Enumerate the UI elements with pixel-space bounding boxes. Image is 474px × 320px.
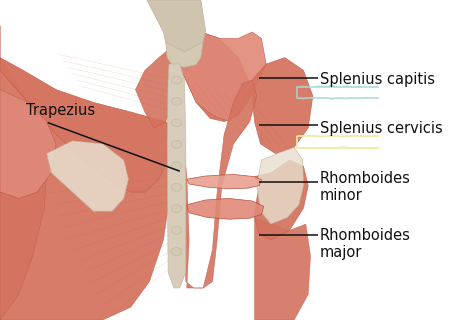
Polygon shape	[47, 141, 128, 211]
Polygon shape	[257, 147, 303, 224]
Polygon shape	[176, 32, 250, 122]
Text: Rhomboides
minor: Rhomboides minor	[320, 171, 411, 204]
Polygon shape	[255, 218, 310, 320]
Polygon shape	[187, 198, 264, 219]
Polygon shape	[252, 58, 313, 154]
Polygon shape	[0, 58, 172, 320]
Polygon shape	[166, 42, 203, 67]
Polygon shape	[177, 70, 257, 288]
Ellipse shape	[172, 97, 182, 106]
Ellipse shape	[172, 226, 182, 234]
Text: Rhomboides
major: Rhomboides major	[320, 228, 411, 260]
Polygon shape	[147, 0, 205, 52]
Text: Splenius capitis: Splenius capitis	[320, 72, 435, 87]
Ellipse shape	[172, 162, 182, 170]
Polygon shape	[167, 64, 186, 288]
Polygon shape	[0, 90, 56, 198]
Polygon shape	[136, 48, 177, 128]
Polygon shape	[187, 174, 262, 189]
Polygon shape	[0, 173, 47, 320]
Ellipse shape	[172, 76, 182, 84]
Ellipse shape	[172, 140, 182, 148]
Ellipse shape	[172, 119, 182, 127]
Polygon shape	[177, 32, 266, 122]
Polygon shape	[0, 26, 173, 192]
Polygon shape	[255, 160, 308, 240]
Ellipse shape	[172, 183, 182, 191]
Ellipse shape	[172, 248, 182, 256]
Ellipse shape	[172, 205, 182, 213]
Text: Trapezius: Trapezius	[26, 103, 95, 118]
Text: Splenius cervicis: Splenius cervicis	[320, 121, 443, 136]
